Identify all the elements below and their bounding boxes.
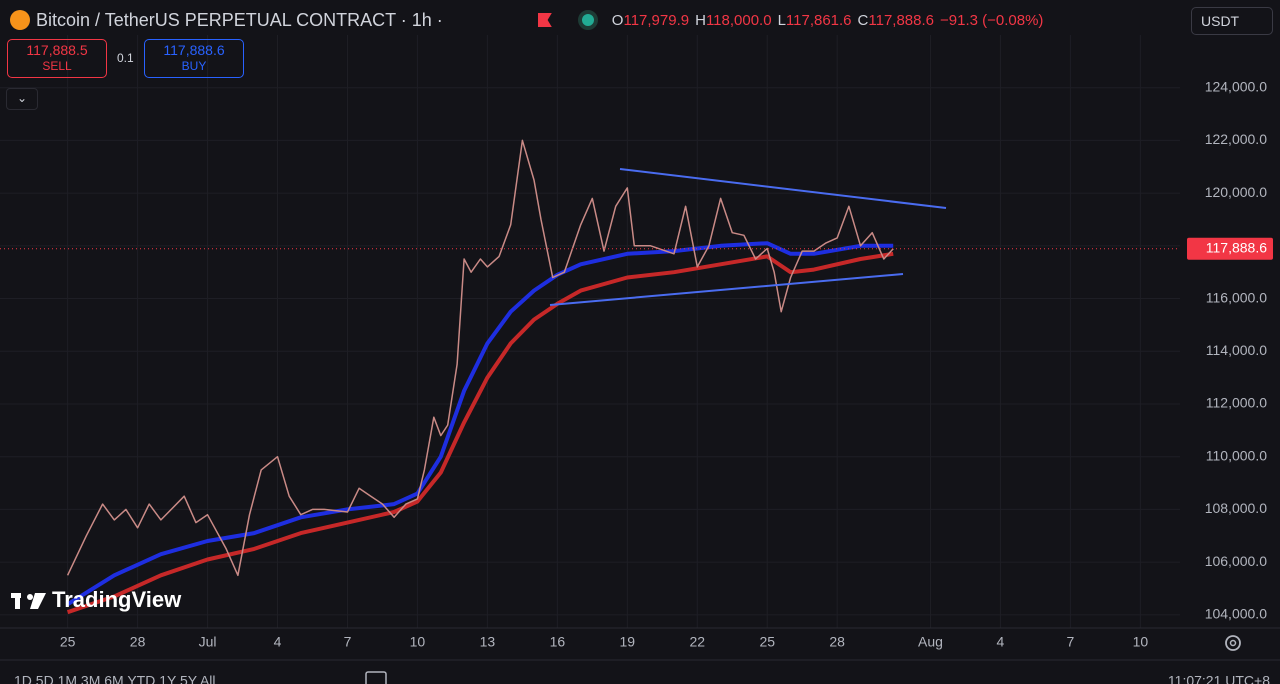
x-tick-label: 28 bbox=[130, 634, 146, 650]
y-tick-label: 124,000.0 bbox=[1205, 78, 1267, 94]
last-price-tag bbox=[1187, 237, 1273, 260]
x-tick-label: 4 bbox=[274, 634, 282, 650]
x-tick-label: 13 bbox=[480, 634, 496, 650]
status-icon bbox=[577, 10, 598, 30]
sell-label: SELL bbox=[42, 59, 72, 73]
y-tick-label: 110,000.0 bbox=[1206, 447, 1267, 463]
series-line bbox=[66, 139, 894, 577]
ohlc-label: L bbox=[777, 11, 786, 29]
buy-button[interactable]: 117,888.6 BUY bbox=[144, 39, 244, 78]
y-tick-label: 122,000.0 bbox=[1205, 131, 1267, 147]
x-tick-label: 25 bbox=[759, 634, 775, 650]
settings-icon[interactable] bbox=[1225, 635, 1241, 651]
trendline bbox=[619, 168, 947, 209]
x-tick-label: 10 bbox=[410, 634, 426, 650]
series-line bbox=[66, 241, 894, 606]
ohlc-value: 117,979.9 bbox=[623, 11, 690, 29]
buy-label: BUY bbox=[181, 59, 207, 73]
watermark: TradingView bbox=[11, 587, 182, 612]
ohlc-label: O bbox=[611, 11, 624, 29]
y-tick-label: 104,000.0 bbox=[1205, 606, 1267, 622]
ohlc-label: C bbox=[857, 11, 869, 29]
x-tick-label: Aug bbox=[918, 634, 943, 650]
x-tick-label: 19 bbox=[620, 634, 636, 650]
flag-icon[interactable] bbox=[537, 13, 552, 27]
trendline bbox=[549, 273, 904, 306]
x-tick-label: Jul bbox=[199, 634, 217, 650]
x-tick-label: 25 bbox=[60, 634, 76, 650]
clock: 11:07:21 UTC+8 bbox=[1168, 673, 1270, 684]
ohlc-value: 117,888.6 bbox=[868, 11, 934, 29]
last-price-label: 117,888.6 bbox=[1206, 239, 1267, 255]
timeframes[interactable]: 1D 5D 1M 3M 6M YTD 1Y 5Y All bbox=[14, 673, 216, 684]
x-tick-label: 10 bbox=[1133, 634, 1149, 650]
watermark-text: TradingView bbox=[52, 587, 182, 612]
ohlc-value: 118,000.0 bbox=[705, 11, 772, 29]
x-tick-label: 16 bbox=[550, 634, 566, 650]
coin-icon bbox=[10, 10, 30, 30]
ohlc-value: 117,861.6 bbox=[785, 11, 852, 29]
x-tick-label: 7 bbox=[344, 634, 352, 650]
collapse-button[interactable]: ⌄ bbox=[6, 88, 38, 110]
calendar-icon[interactable] bbox=[365, 671, 387, 684]
series-line bbox=[66, 251, 894, 615]
y-tick-label: 108,000.0 bbox=[1205, 500, 1267, 516]
y-tick-label: 112,000.0 bbox=[1206, 395, 1267, 411]
sell-button[interactable]: 117,888.5 SELL bbox=[7, 39, 107, 78]
y-tick-label: 114,000.0 bbox=[1206, 342, 1267, 358]
sell-price: 117,888.5 bbox=[26, 42, 88, 58]
symbol-title[interactable]: Bitcoin / TetherUS PERPETUAL CONTRACT · … bbox=[36, 9, 443, 30]
x-tick-label: 4 bbox=[997, 634, 1005, 650]
x-tick-label: 22 bbox=[689, 634, 705, 650]
header: Bitcoin / TetherUS PERPETUAL CONTRACT · … bbox=[0, 8, 1043, 32]
y-tick-label: 116,000.0 bbox=[1206, 289, 1267, 305]
change: −91.3 (−0.08%) bbox=[940, 11, 1044, 29]
buy-price: 117,888.6 bbox=[163, 42, 225, 58]
y-tick-label: 106,000.0 bbox=[1205, 553, 1267, 569]
currency-select[interactable]: USDT bbox=[1191, 7, 1273, 35]
currency: USDT bbox=[1201, 13, 1240, 29]
x-tick-label: 28 bbox=[829, 634, 845, 650]
x-tick-label: 7 bbox=[1066, 634, 1074, 650]
y-tick-label: 120,000.0 bbox=[1205, 184, 1267, 200]
ohlc-label: H bbox=[695, 11, 706, 29]
quantity[interactable]: 0.1 bbox=[117, 51, 134, 65]
